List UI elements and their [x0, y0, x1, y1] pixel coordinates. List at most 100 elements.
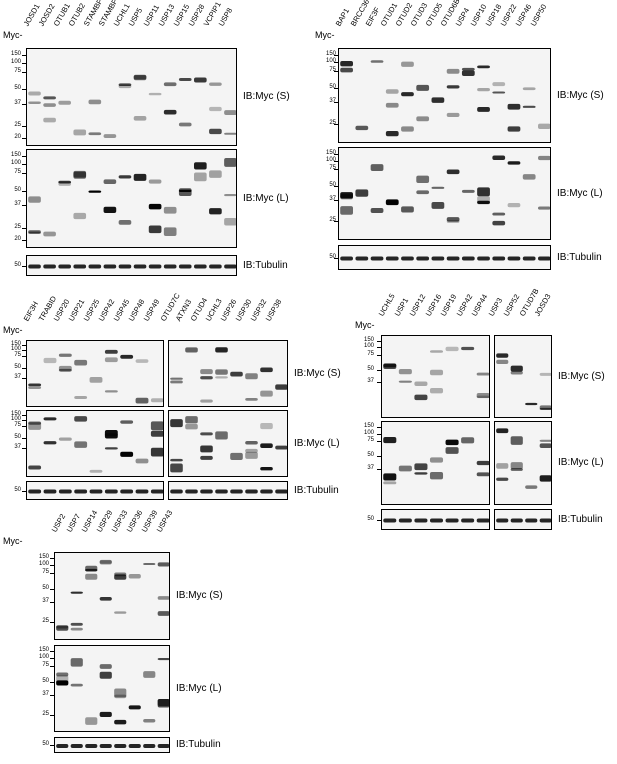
- protein-band: [224, 194, 236, 197]
- protein-band: [398, 518, 412, 523]
- protein-band: [477, 87, 490, 92]
- protein-band: [150, 421, 163, 431]
- protein-band: [157, 657, 169, 661]
- mw-tick: [334, 153, 338, 155]
- protein-band: [99, 671, 112, 679]
- protein-band: [114, 611, 127, 614]
- protein-band: [133, 264, 147, 269]
- antibody-label: IB:Myc (S): [294, 367, 341, 379]
- protein-band: [431, 202, 445, 209]
- protein-band: [461, 67, 475, 71]
- mw-marker-label: 75: [367, 350, 374, 357]
- protein-band: [74, 441, 88, 448]
- mw-marker-label: 150: [325, 50, 336, 57]
- protein-band: [28, 196, 41, 203]
- protein-band: [103, 179, 117, 185]
- mw-tick: [22, 103, 26, 105]
- protein-band: [200, 489, 213, 494]
- protein-band: [170, 419, 183, 428]
- protein-band: [148, 92, 162, 96]
- myc-long-exposure-blot: [494, 421, 552, 505]
- myc-short-exposure-blot: [168, 340, 288, 407]
- protein-band: [143, 562, 156, 565]
- protein-band: [224, 264, 236, 269]
- protein-band: [224, 110, 236, 116]
- protein-band: [522, 256, 536, 261]
- protein-band: [103, 206, 117, 213]
- protein-band: [525, 402, 538, 406]
- mw-tick: [22, 89, 26, 91]
- lane-label: EIF3H: [21, 299, 41, 323]
- protein-band: [114, 572, 127, 577]
- protein-band: [398, 380, 412, 383]
- protein-band: [133, 115, 147, 121]
- protein-band: [157, 596, 169, 600]
- protein-band: [507, 256, 521, 261]
- mw-tick: [334, 87, 338, 89]
- protein-band: [56, 675, 69, 684]
- mw-tick: [50, 602, 54, 604]
- protein-band: [70, 744, 83, 748]
- protein-band: [70, 658, 83, 667]
- mw-marker-label: 150: [363, 336, 374, 343]
- protein-band: [135, 489, 149, 494]
- protein-band: [245, 489, 258, 494]
- protein-band: [58, 181, 72, 186]
- protein-band: [104, 349, 118, 354]
- protein-band: [446, 85, 460, 89]
- mw-tick: [377, 441, 381, 443]
- protein-band: [476, 518, 489, 523]
- mw-tick: [22, 420, 26, 422]
- protein-band: [209, 128, 222, 135]
- mw-marker-label: 100: [363, 429, 374, 436]
- protein-band: [461, 518, 475, 523]
- protein-band: [143, 744, 156, 748]
- protein-band: [429, 387, 444, 394]
- mw-tick: [334, 124, 338, 125]
- protein-band: [429, 518, 444, 523]
- protein-band: [522, 87, 536, 91]
- protein-band: [383, 481, 397, 485]
- protein-band: [58, 489, 72, 494]
- protein-band: [135, 359, 149, 363]
- protein-band: [28, 386, 42, 389]
- mw-marker-label: 50: [14, 486, 21, 493]
- mw-marker-label: 75: [14, 422, 21, 429]
- antibody-label: IB:Myc (S): [176, 590, 223, 601]
- protein-band: [383, 518, 397, 523]
- protein-band: [28, 101, 41, 104]
- protein-band: [446, 256, 460, 261]
- protein-band: [148, 225, 162, 234]
- protein-band: [429, 350, 444, 353]
- mw-tick: [334, 54, 338, 56]
- myc-short-exposure-blot: [26, 48, 237, 146]
- mw-tick: [22, 163, 26, 165]
- protein-band: [401, 61, 414, 67]
- protein-band: [538, 123, 550, 129]
- protein-band: [85, 568, 98, 572]
- protein-band: [477, 196, 490, 205]
- mw-tick: [334, 169, 338, 171]
- protein-band: [385, 89, 399, 94]
- protein-band: [461, 437, 475, 444]
- mw-marker-label: 150: [363, 422, 374, 429]
- mw-marker-label: 75: [329, 66, 336, 73]
- mw-tick: [22, 344, 26, 346]
- mw-marker-label: 50: [329, 83, 336, 90]
- protein-band: [170, 489, 183, 494]
- protein-band: [163, 109, 177, 115]
- protein-band: [28, 465, 42, 470]
- mw-marker-label: 75: [14, 352, 21, 359]
- lane-label: USP8: [216, 6, 235, 28]
- protein-band: [492, 256, 506, 261]
- protein-band: [163, 206, 177, 214]
- protein-band: [414, 394, 428, 401]
- protein-band: [43, 103, 56, 107]
- protein-band: [510, 436, 523, 445]
- protein-band: [260, 422, 273, 430]
- protein-band: [150, 489, 163, 494]
- protein-band: [230, 452, 243, 461]
- protein-band: [209, 106, 222, 112]
- protein-band: [148, 203, 162, 210]
- protein-band: [539, 518, 551, 523]
